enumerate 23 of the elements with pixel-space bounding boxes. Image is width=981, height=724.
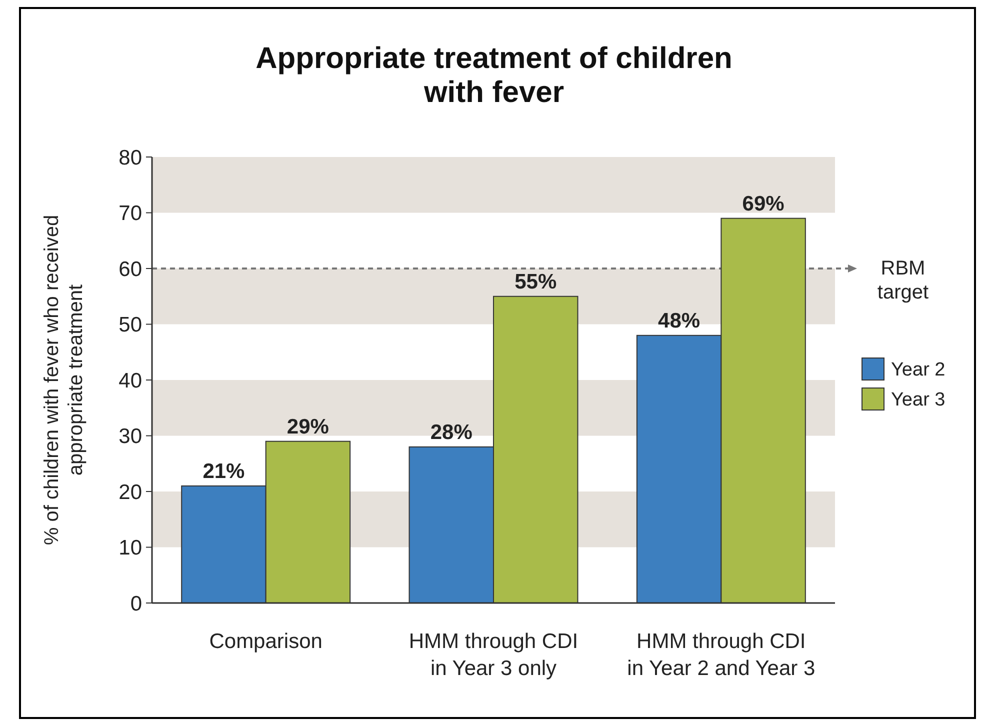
y-tick-label: 50	[118, 314, 142, 337]
data-label: 55%	[514, 270, 557, 294]
y-tick-label: 40	[118, 369, 142, 392]
data-label: 48%	[658, 309, 700, 332]
data-label: 29%	[286, 415, 330, 438]
y-tick-label: 10	[118, 536, 142, 560]
y-tick-label: 70	[118, 202, 142, 226]
y-axis-title: % of children with fever who received appropriate treatment	[41, 214, 87, 546]
y-tick-label: 60	[118, 258, 142, 281]
ref-line-label: RBM target	[877, 258, 930, 304]
x-tick-label: HMM through CDI in Year 3 only	[408, 630, 578, 680]
legend-label: Year 2	[891, 360, 946, 381]
y-tick-label: 80	[118, 146, 142, 170]
y-tick-label: 20	[118, 480, 142, 504]
data-label: 69%	[742, 192, 785, 216]
data-label: 21%	[202, 460, 246, 483]
legend-label: Year 3	[891, 390, 946, 411]
data-label: 28%	[430, 420, 473, 444]
chart-title: Appropriate treatment of children with fever	[256, 42, 732, 109]
y-tick-label: 30	[118, 425, 142, 448]
y-tick-label: 0	[130, 592, 142, 616]
x-tick-label: Comparison	[209, 630, 322, 653]
x-tick-label: HMM through CDI in Year 2 and Year 3	[627, 630, 816, 680]
